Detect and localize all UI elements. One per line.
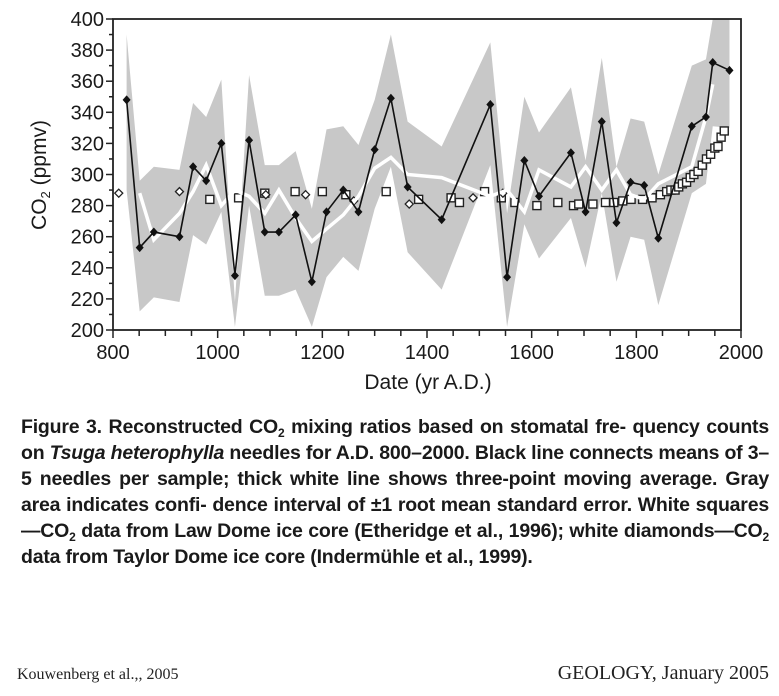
stomatal-co2-point [274,227,283,237]
y-tick-label: 280 [71,196,104,218]
stomatal-co2-point [597,117,606,127]
stomatal-co2-point [486,100,495,110]
x-tick-label: 1600 [509,342,554,364]
taylor-dome-diamond [468,192,478,203]
stomatal-co2-point [175,232,184,242]
x-tick-label: 800 [96,342,129,364]
law-dome-square [553,197,563,208]
caption-species: Tsuga heterophylla [49,442,225,464]
y-tick-label: 340 [71,102,104,124]
stomatal-co2-point [149,227,158,237]
taylor-dome-diamond [404,199,415,209]
x-axis-title: Date (yr A.D.) [364,371,491,394]
law-dome-square [233,193,244,203]
law-dome-square [454,197,465,208]
y-tick-label: 380 [71,40,104,62]
stomatal-co2-point [322,207,331,217]
taylor-dome-diamond [300,189,311,200]
stomatal-co2-point [654,233,663,243]
moving-average-line [138,83,715,244]
stomatal-co2-point [403,182,412,192]
law-dome-square [588,199,598,209]
stomatal-co2-point [725,65,734,75]
stomatal-co2-point [260,227,269,237]
moving-average-layer [138,83,715,244]
stomatal-co2-point [701,112,710,122]
y-tick-label: 320 [71,133,104,155]
stomatal-co2-point [189,162,198,172]
stomatal-co2-point [612,218,621,228]
y-tick-label: 360 [71,71,104,93]
y-tick-label: 260 [71,227,104,249]
footer-author-citation: Kouwenberg et al.,, 2005 [17,666,179,683]
stomatal-co2-point [339,185,348,195]
x-tick-label: 1800 [614,342,659,364]
taylor-dome-diamond [174,186,185,197]
confidence-band [126,19,730,327]
stomatal-line-layer [122,58,734,287]
stomatal-co2-point [291,210,300,220]
x-tick-label: 1200 [300,342,345,364]
law-dome-square [713,141,723,152]
y-tick-label: 400 [71,9,104,31]
x-tick-label: 2000 [719,342,764,364]
stomatal-co2-point [581,207,590,217]
taylor-dome-diamond [260,189,271,200]
stomatal-co2-point [566,148,575,158]
law-dome-square [574,199,584,209]
stomatal-co2-point [230,271,239,281]
law-dome-square [205,194,215,205]
stomatal-co2-point [687,121,696,131]
stomatal-co2-point [708,58,717,68]
stomatal-co2-point [640,180,649,190]
stomatal-co2-point [520,156,529,166]
y-tick-label: 240 [71,258,104,280]
figure-caption: Figure 3. Reconstructed CO2 mixing ratio… [21,416,770,568]
x-tick-label: 1400 [405,342,450,364]
stomatal-co2-point [307,277,316,287]
stomatal-co2-point [122,95,131,105]
axes-layer: 200 220 240 260 280 300 320 340 360 380 400 800 1000… [71,9,764,364]
stomatal-co2-point [534,191,543,201]
stomatal-co2-point [202,176,211,186]
y-tick-label: 300 [71,165,104,187]
stomatal-co2-point [135,243,144,253]
law-dome-square [317,186,328,197]
law-dome-square [413,194,424,205]
y-tick-label: 220 [71,289,104,311]
law-dome-square [532,200,542,211]
stomatal-co2-point [626,177,635,187]
y-axis-title: CO2 (ppmv) [28,120,53,230]
stomatal-co2-point [217,138,226,148]
stomatal-co2-point [245,135,254,145]
confidence-band-layer [126,19,730,327]
x-tick-label: 1000 [195,342,240,364]
law-dome-square [719,126,729,136]
stomatal-co2-point [437,215,446,225]
stomatal-co2-point [386,93,395,103]
law-dome-square [290,186,300,197]
law-dome-square [600,197,611,208]
co2-chart: 200 220 240 260 280 300 320 340 360 380 400 800 1000… [28,9,764,394]
stomatal-co2-point [503,272,512,282]
stomatal-co2-point [370,145,379,155]
caption-figure-label: Figure 3. [21,416,102,438]
taylor-dome-diamond [113,188,124,199]
y-tick-label: 200 [71,320,104,342]
law-dome-square [381,186,391,197]
footer-journal-citation: GEOLOGY, January 2005 [557,662,769,684]
stomatal-co2-point [354,207,363,217]
